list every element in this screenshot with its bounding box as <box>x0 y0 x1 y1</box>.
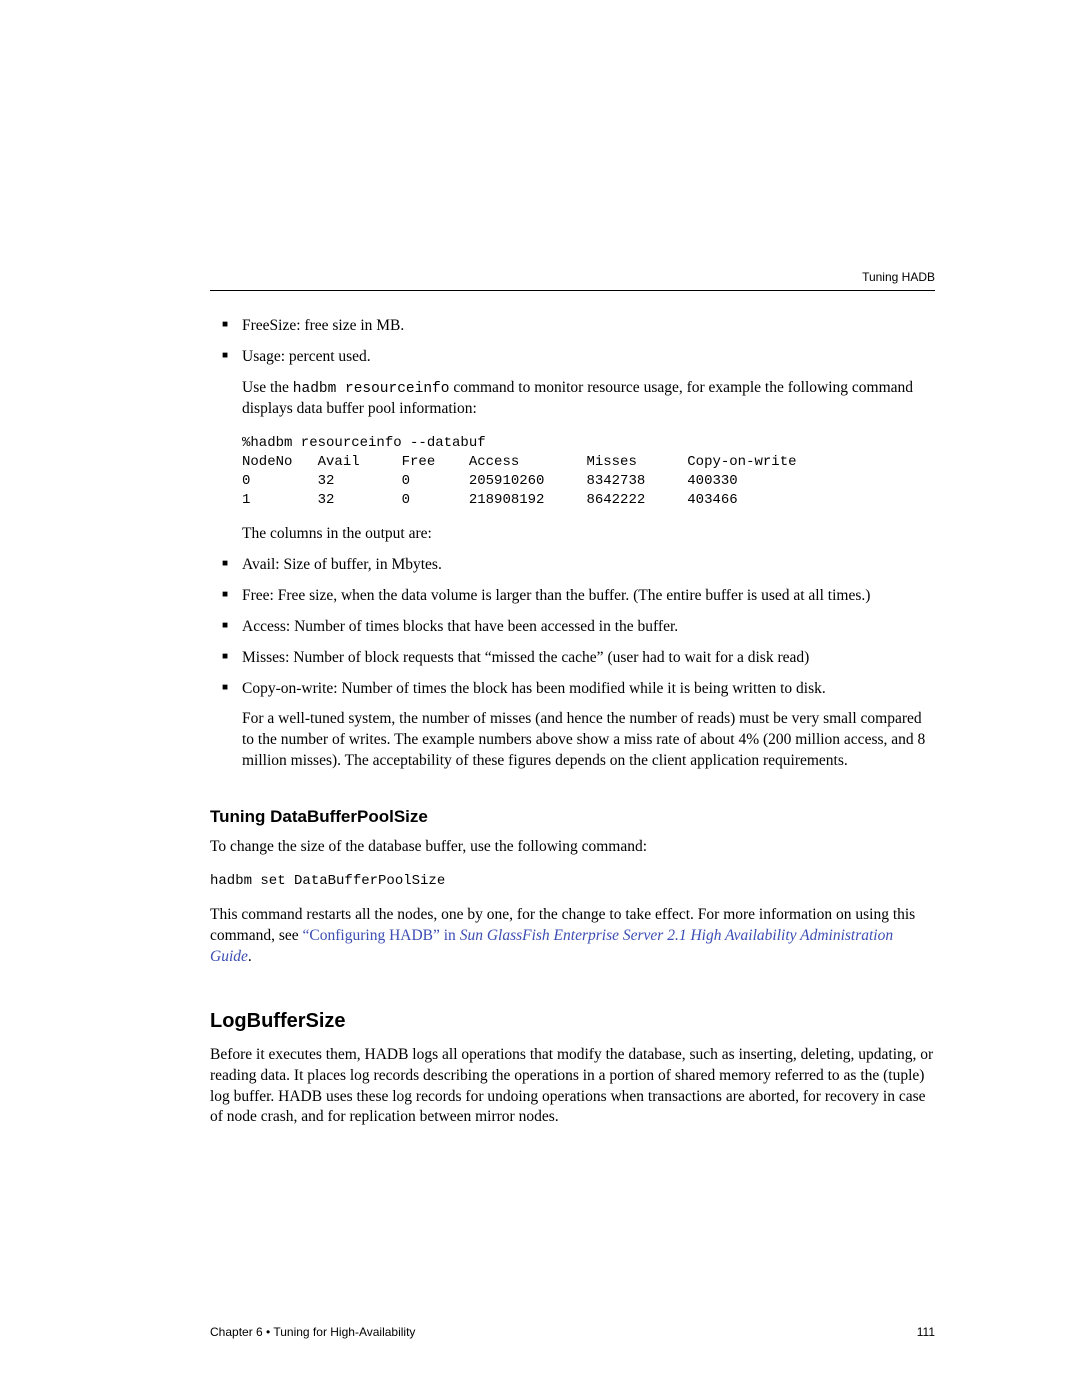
code-block-resourceinfo: %hadbm resourceinfo --databuf NodeNo Ava… <box>242 434 935 510</box>
top-bullet-list: FreeSize: free size in MB. Usage: percen… <box>210 316 935 545</box>
bullet-text: Free: Free size, when the data volume is… <box>242 587 870 604</box>
bullet-text: Copy-on-write: Number of times the block… <box>242 680 826 697</box>
configuring-hadb-link[interactable]: “Configuring HADB” in Sun GlassFish Ente… <box>210 927 893 965</box>
period: . <box>248 948 252 965</box>
list-item: Access: Number of times blocks that have… <box>228 617 935 638</box>
header-rule <box>210 290 935 291</box>
heading-logbuffersize: LogBufferSize <box>210 1008 935 1035</box>
text: Use the <box>242 379 293 396</box>
h3-paragraph: To change the size of the database buffe… <box>210 837 935 858</box>
list-item: FreeSize: free size in MB. <box>228 316 935 337</box>
h2-paragraph: Before it executes them, HADB logs all o… <box>210 1045 935 1129</box>
footer-left: Chapter 6 • Tuning for High-Availability <box>210 1325 415 1339</box>
list-item: Misses: Number of block requests that “m… <box>228 648 935 669</box>
footer-page-number: 111 <box>917 1325 935 1339</box>
bullet-text: Access: Number of times blocks that have… <box>242 618 678 635</box>
list-item: Avail: Size of buffer, in Mbytes. <box>228 555 935 576</box>
list-item: Copy-on-write: Number of times the block… <box>228 679 935 773</box>
code-block-set: hadbm set DataBufferPoolSize <box>210 872 935 891</box>
list-item: Free: Free size, when the data volume is… <box>228 586 935 607</box>
running-header: Tuning HADB <box>862 270 935 284</box>
bullet-text: FreeSize: free size in MB. <box>242 317 404 334</box>
bullet-text: Avail: Size of buffer, in Mbytes. <box>242 556 442 573</box>
usage-paragraph: Use the hadbm resourceinfo command to mo… <box>242 378 935 420</box>
heading-tuning-databufferpoolsize: Tuning DataBufferPoolSize <box>210 806 935 829</box>
link-text: “Configuring HADB” in <box>303 927 460 944</box>
list-item: Usage: percent used. Use the hadbm resou… <box>228 347 935 545</box>
inline-code: hadbm resourceinfo <box>293 381 450 397</box>
restart-paragraph: This command restarts all the nodes, one… <box>210 905 935 968</box>
page-footer: Chapter 6 • Tuning for High-Availability… <box>210 1325 935 1339</box>
page-content: FreeSize: free size in MB. Usage: percen… <box>210 316 935 1128</box>
well-tuned-paragraph: For a well-tuned system, the number of m… <box>242 709 935 772</box>
bullet-text: Misses: Number of block requests that “m… <box>242 649 809 666</box>
columns-intro: The columns in the output are: <box>242 524 935 545</box>
columns-bullet-list: Avail: Size of buffer, in Mbytes. Free: … <box>210 555 935 772</box>
bullet-text: Usage: percent used. <box>242 348 371 365</box>
